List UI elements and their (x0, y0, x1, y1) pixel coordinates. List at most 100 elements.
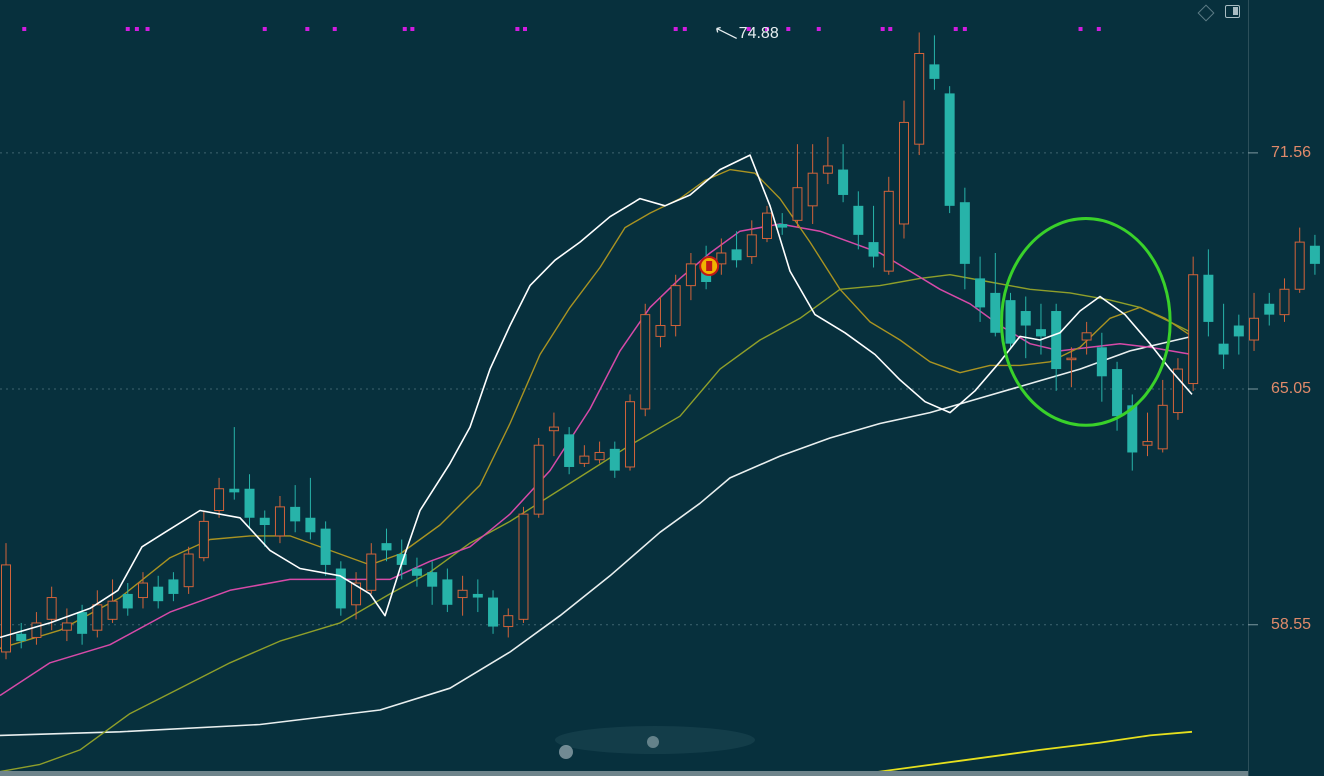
candle-body-up (457, 589, 468, 599)
peak-price-label: 74.88 (738, 25, 779, 43)
candle-body-up (746, 234, 757, 258)
candle-body-down (122, 593, 133, 609)
watermark-dot-icon (647, 736, 659, 748)
candle-body-up (1188, 274, 1199, 385)
signal-marker (816, 27, 821, 31)
horizontal-scrollbar[interactable] (0, 771, 1248, 776)
signal-marker (953, 27, 958, 31)
candle-body-up (625, 401, 636, 468)
candle-body-down (944, 93, 955, 206)
candle-body-down (838, 169, 849, 195)
candle-body-up (518, 513, 529, 620)
candle-body-down (990, 292, 1001, 333)
candle-body-down (411, 568, 422, 576)
signal-marker (746, 27, 751, 31)
watermark-dot-icon (559, 745, 573, 759)
signal-marker (880, 27, 885, 31)
y-tick-label: 65.05 (1271, 380, 1312, 397)
candle-body-up (1081, 332, 1092, 341)
candle-body-down (777, 223, 788, 228)
event-badge-mark (706, 261, 713, 271)
signal-marker (786, 27, 791, 31)
candle-body-up (61, 622, 72, 631)
candle-body-down (1233, 325, 1244, 337)
candle-body-up (685, 263, 696, 287)
candle-body-down (77, 612, 88, 634)
candle-body-down (1264, 303, 1275, 315)
signal-marker (22, 27, 27, 31)
candle-body-up (46, 597, 57, 620)
candle-body-down (564, 434, 575, 467)
candle-body-down (1096, 347, 1107, 377)
candle-body-down (1127, 405, 1138, 453)
candle-body-up (1294, 241, 1305, 290)
signal-marker (515, 27, 520, 31)
candle-body-down (442, 579, 453, 605)
candle-body-down (1005, 300, 1016, 344)
peak-arrow (716, 26, 737, 40)
candle-body-up (762, 212, 772, 239)
candle-body-up (274, 506, 285, 537)
candle-body-down (259, 517, 270, 526)
candle-body-up (503, 615, 514, 628)
candle-body-up (548, 426, 559, 432)
panel-toggle-icon[interactable] (1225, 5, 1240, 18)
signal-marker (134, 27, 139, 31)
ma-white-line (0, 154, 1193, 639)
watermark-shape (555, 726, 755, 754)
candle-body-down (305, 517, 316, 533)
candle-body-down (488, 597, 499, 627)
signal-marker (410, 27, 415, 31)
candle-body-up (670, 285, 681, 327)
candle-body-down (290, 506, 301, 522)
signal-marker (523, 27, 528, 31)
signal-marker (673, 27, 678, 31)
candle-body-up (1066, 357, 1077, 361)
ma-yellow-line (841, 730, 1193, 776)
candle-body-up (214, 488, 225, 512)
candle-body-up (807, 172, 818, 207)
signal-marker (888, 27, 893, 31)
candle-body-down (320, 528, 331, 565)
candle-body-up (1172, 368, 1183, 414)
signal-marker (402, 27, 407, 31)
signal-marker (765, 27, 769, 31)
ma-olive-line (0, 168, 1193, 649)
diamond-icon[interactable] (1197, 4, 1215, 22)
signal-marker (1078, 27, 1083, 31)
candle-body-up (914, 53, 925, 145)
ma-long-line (0, 335, 1193, 737)
candle-body-down (868, 242, 879, 257)
ma-green-line (0, 274, 1193, 773)
y-tick-label: 71.56 (1271, 143, 1312, 161)
candle-body-down (244, 488, 255, 518)
signal-marker (305, 27, 310, 31)
candle-body-up (92, 604, 103, 631)
candle-body-down (731, 249, 742, 261)
signal-marker (262, 27, 267, 31)
highlight-circle (1000, 217, 1172, 427)
candle-body-down (168, 579, 179, 594)
price-axis-panel (1248, 0, 1324, 776)
candle-body-up (594, 451, 605, 461)
candle-body-up (1279, 288, 1290, 316)
candle-body-down (229, 488, 240, 493)
candle-body-up (107, 600, 118, 620)
candle-body-down (959, 202, 970, 264)
candle-body-down (381, 543, 392, 551)
signal-marker (682, 27, 687, 31)
candle-body-down (396, 554, 407, 565)
candle-body-up (792, 187, 803, 221)
candle-body-up (822, 165, 833, 174)
candle-body-down (1035, 329, 1046, 337)
candle-body-up (883, 190, 894, 272)
corner-toolbar (1197, 4, 1244, 22)
candle-body-up (640, 314, 651, 410)
candle-body-up (533, 444, 544, 515)
candle-body-up (1142, 441, 1153, 446)
candle-body-up (655, 325, 666, 337)
candle-body-down (853, 205, 864, 235)
candle-body-down (1020, 311, 1031, 326)
